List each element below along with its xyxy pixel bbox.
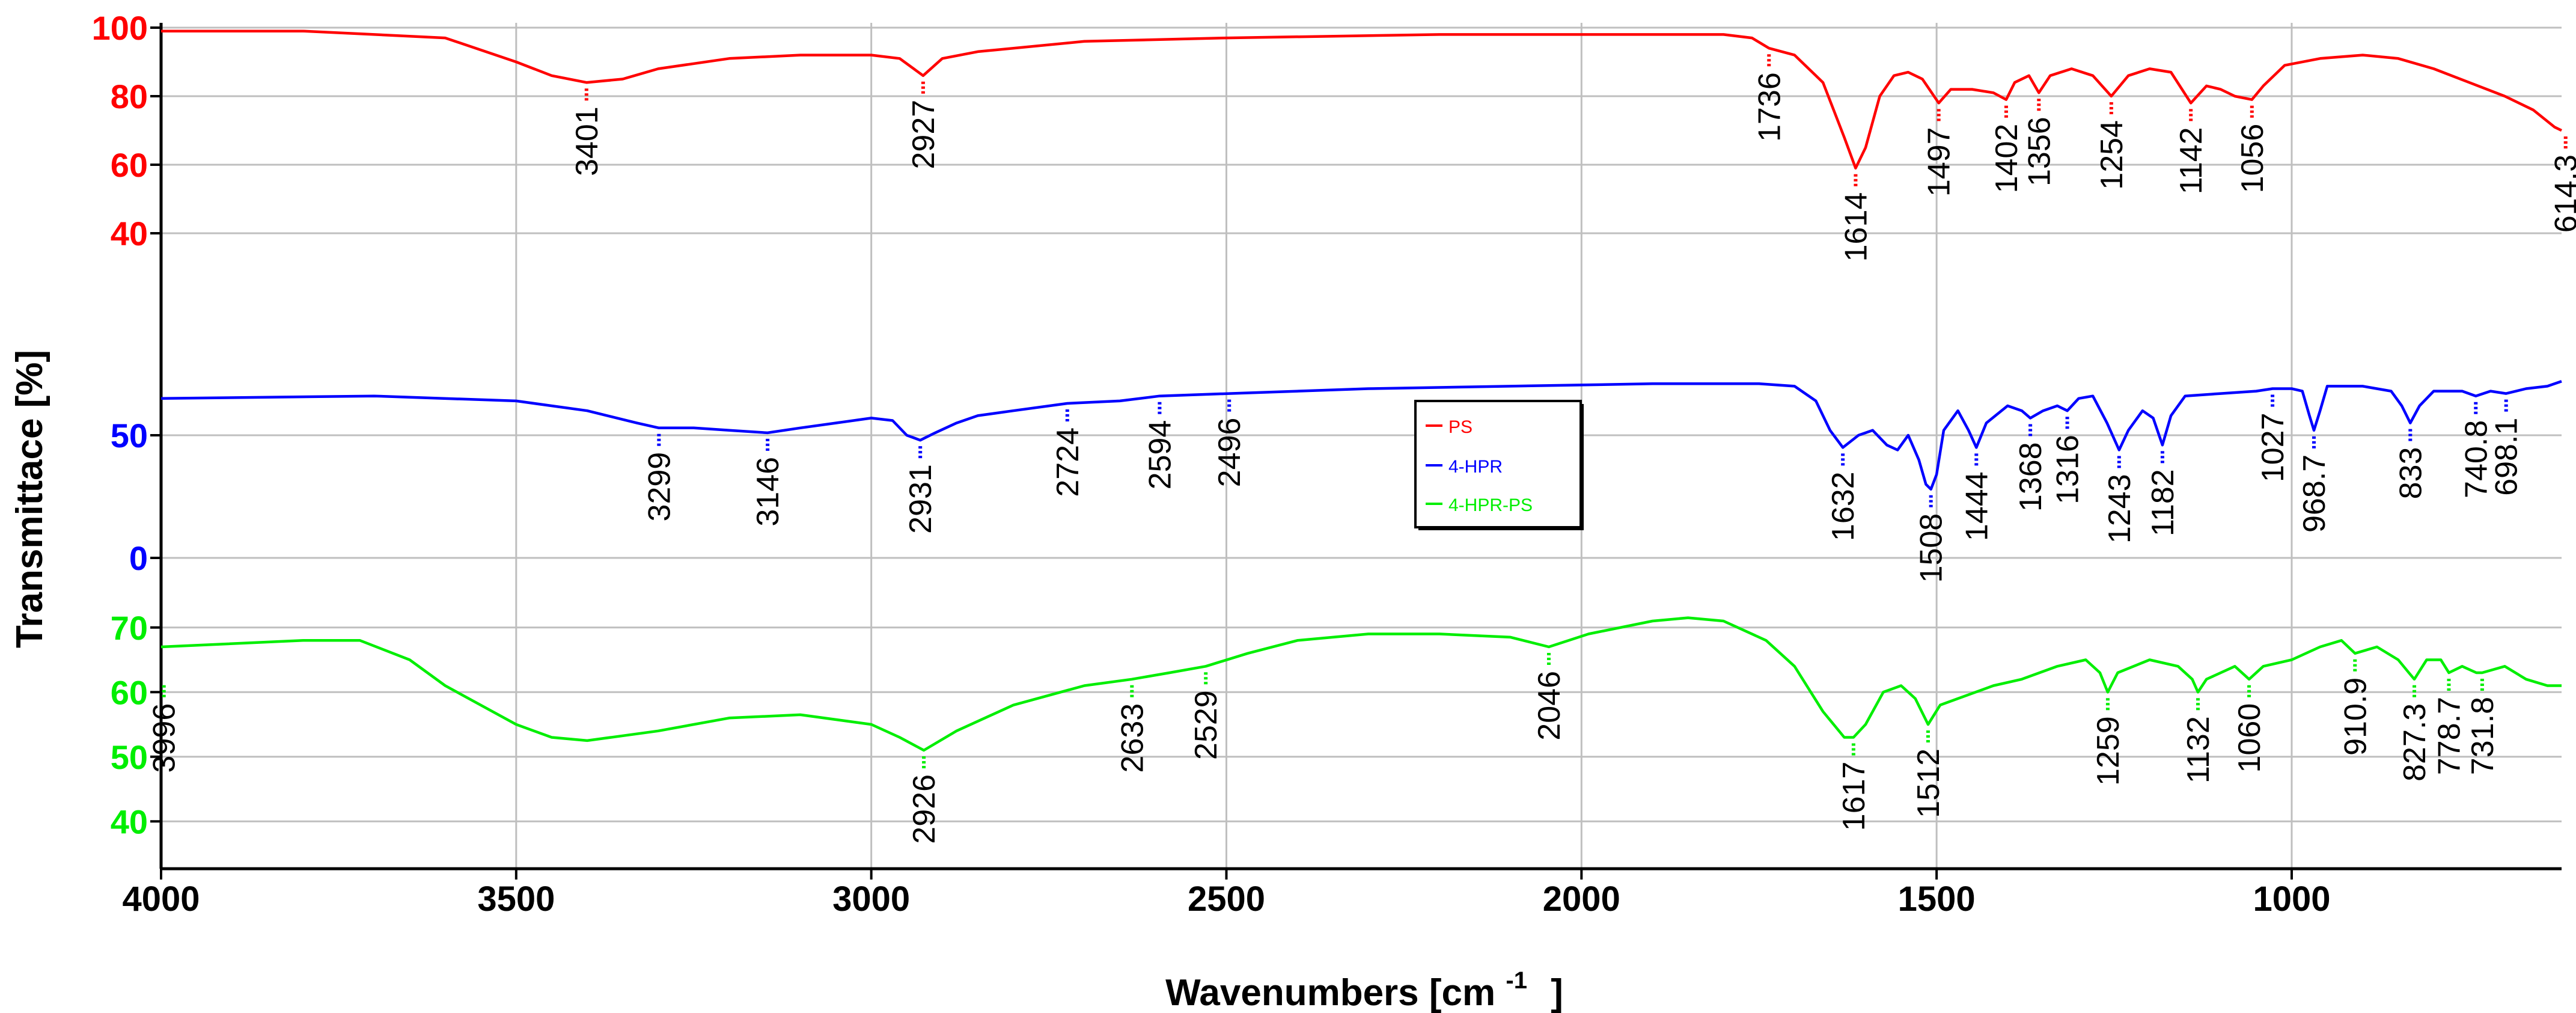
peak-label: 778.7	[2432, 697, 2467, 775]
peak-label: 2496	[1212, 418, 1247, 488]
y-tick-label: 100	[92, 9, 148, 47]
peak-label: 1444	[1959, 471, 1994, 541]
peak-label: 1132	[2181, 716, 2216, 783]
peak-label: 1316	[2051, 435, 2086, 504]
x-tick-label: 1500	[1898, 880, 1976, 919]
legend: PS 4-HPR 4-HPR-PS	[1414, 400, 1584, 530]
peak-label: 1402	[1989, 124, 2024, 194]
peak-label: 910.9	[2338, 678, 2373, 756]
peak-label: 2046	[1532, 671, 1567, 741]
y-tick-label: 40	[111, 803, 148, 840]
x-axis-label-sup: -1	[1506, 967, 1527, 994]
peak-label: 1632	[1826, 471, 1861, 541]
y-tick-label: 0	[129, 539, 148, 577]
peak-label: 3299	[642, 452, 677, 522]
x-tick-label: 4000	[122, 880, 200, 919]
x-axis-label: Wavenumbers [cm -1 ]	[1165, 955, 1563, 1013]
x-axis-ticks: 4000 3500 3000 2500 2000 1500 1000	[122, 869, 2330, 919]
peak-label: 3146	[751, 457, 786, 527]
peak-label: 2633	[1115, 703, 1150, 773]
peak-label: 1056	[2235, 124, 2270, 194]
legend-label-4hpr: 4-HPR	[1448, 457, 1503, 477]
y-tick-label: 40	[111, 215, 148, 252]
peak-label: 827.3	[2397, 703, 2432, 782]
peak-label: 1512	[1911, 748, 1946, 818]
peak-label: 2529	[1189, 690, 1224, 760]
peak-label: 968.7	[2297, 454, 2332, 533]
y-axis-label: Transmittace [%]	[9, 350, 50, 648]
peak-label: 1182	[2146, 469, 2181, 536]
peak-label: 1497	[1922, 127, 1957, 197]
peak-label: 2931	[903, 464, 938, 534]
peak-label: 1060	[2232, 703, 2267, 773]
peak-label: 1614	[1839, 192, 1873, 262]
peak-label: 2927	[906, 100, 941, 170]
legend-label-4hpr-ps: 4-HPR-PS	[1448, 495, 1533, 515]
peak-label: 698.1	[2489, 418, 2524, 496]
series-layer	[160, 29, 2562, 752]
peak-label: 1356	[2022, 117, 2057, 186]
peak-label: 2594	[1143, 420, 1177, 490]
y-tick-label: 80	[111, 78, 148, 115]
series-line-2	[160, 616, 2562, 752]
peak-label: 1027	[2256, 412, 2291, 482]
x-tick-label: 3500	[477, 880, 555, 919]
series-line-1	[160, 380, 2562, 491]
legend-label-ps: PS	[1448, 417, 1473, 437]
y-axis-ticks: 100 80 60 40 50 0 70 60 50 40	[92, 9, 161, 840]
series-line-0	[161, 29, 2562, 170]
y-tick-label: 60	[111, 673, 148, 711]
grid	[160, 23, 2562, 869]
peak-label: 833	[2393, 447, 2428, 500]
peak-label: 3996	[147, 703, 182, 773]
peak-label: 614.3	[2549, 155, 2576, 233]
peak-label: 1142	[2174, 127, 2209, 194]
y-tick-label: 70	[111, 609, 148, 647]
x-tick-label: 3000	[832, 880, 910, 919]
peak-label: 1368	[2013, 442, 2048, 512]
peak-label: 1508	[1914, 513, 1949, 583]
x-axis-label-end: ]	[1551, 972, 1563, 1013]
y-tick-label: 60	[111, 146, 148, 184]
peak-label: 1243	[2102, 474, 2137, 543]
x-tick-label: 1000	[2253, 880, 2330, 919]
peak-label: 1254	[2095, 120, 2129, 190]
peak-label: 3401	[570, 106, 605, 176]
peak-label: 740.8	[2459, 420, 2494, 498]
peak-label: 1617	[1837, 762, 1872, 831]
x-tick-label: 2000	[1543, 880, 1620, 919]
peak-label: 2724	[1051, 427, 1085, 497]
x-tick-label: 2500	[1188, 880, 1265, 919]
x-axis-label-main: Wavenumbers [cm	[1165, 972, 1495, 1013]
peak-label: 1259	[2091, 716, 2126, 786]
peak-label: 2926	[907, 774, 942, 844]
peak-label: 731.8	[2465, 697, 2500, 775]
y-tick-label: 50	[111, 738, 148, 776]
y-tick-label: 50	[111, 417, 148, 454]
peak-label: 1736	[1752, 72, 1787, 142]
